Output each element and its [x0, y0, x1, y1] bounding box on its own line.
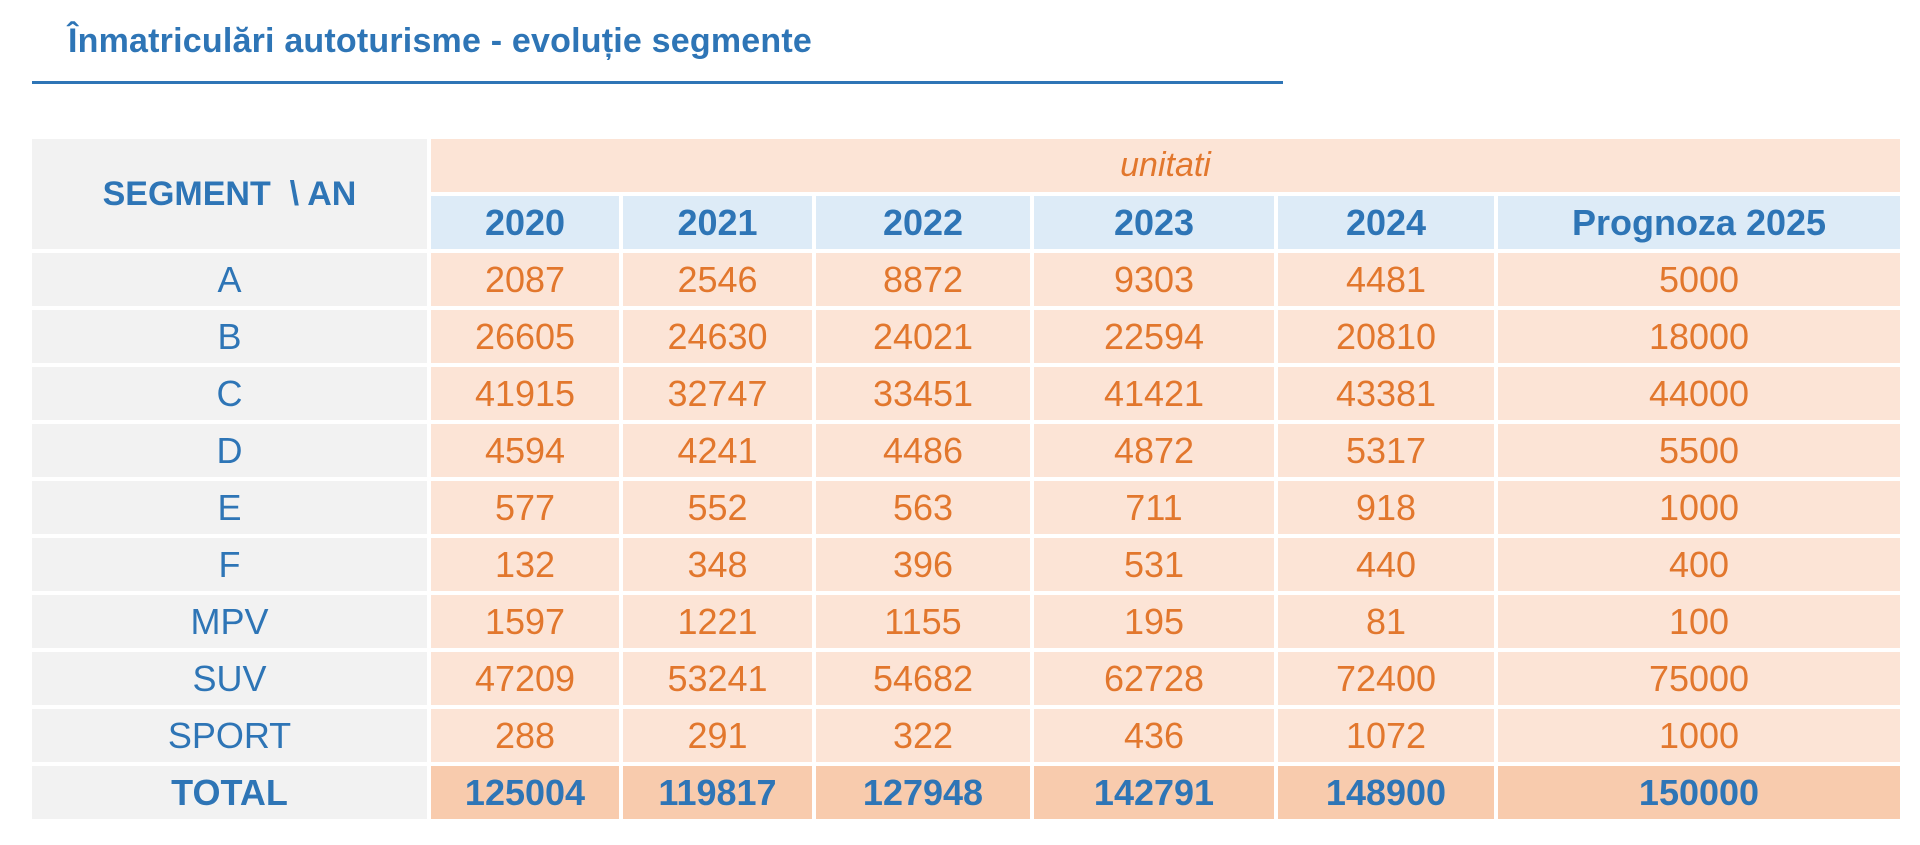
table-cell: 53241	[623, 652, 812, 705]
table-row: F 132 348 396 531 440 400	[32, 538, 1900, 591]
table-cell: 22594	[1034, 310, 1274, 363]
table-cell: 72400	[1278, 652, 1494, 705]
table-row: A 2087 2546 8872 9303 4481 5000	[32, 253, 1900, 306]
table-cell: 2087	[431, 253, 619, 306]
table-cell: 100	[1498, 595, 1900, 648]
table-row: B 26605 24630 24021 22594 20810 18000	[32, 310, 1900, 363]
table-cell: 291	[623, 709, 812, 762]
table-cell: 918	[1278, 481, 1494, 534]
table-cell: 33451	[816, 367, 1030, 420]
unit-header: unitati	[431, 139, 1900, 192]
table-cell: 41421	[1034, 367, 1274, 420]
table-cell: 41915	[431, 367, 619, 420]
table-row: MPV 1597 1221 1155 195 81 100	[32, 595, 1900, 648]
column-header-forecast-2025: Prognoza 2025	[1498, 196, 1900, 249]
table-row: D 4594 4241 4486 4872 5317 5500	[32, 424, 1900, 477]
row-label: D	[32, 424, 427, 477]
table-cell: 43381	[1278, 367, 1494, 420]
table-cell: 4594	[431, 424, 619, 477]
row-label: F	[32, 538, 427, 591]
table-cell: 26605	[431, 310, 619, 363]
column-header-2021: 2021	[623, 196, 812, 249]
table-cell: 9303	[1034, 253, 1274, 306]
table-cell: 24021	[816, 310, 1030, 363]
table-cell: 711	[1034, 481, 1274, 534]
table-cell: 322	[816, 709, 1030, 762]
table-row: SUV 47209 53241 54682 62728 72400 75000	[32, 652, 1900, 705]
table-cell: 5317	[1278, 424, 1494, 477]
row-label: E	[32, 481, 427, 534]
table-row: SPORT 288 291 322 436 1072 1000	[32, 709, 1900, 762]
column-header-2020: 2020	[431, 196, 619, 249]
row-label: B	[32, 310, 427, 363]
total-cell: 127948	[816, 766, 1030, 819]
table-cell: 4872	[1034, 424, 1274, 477]
table-cell: 396	[816, 538, 1030, 591]
table-cell: 436	[1034, 709, 1274, 762]
column-header-2024: 2024	[1278, 196, 1494, 249]
table-cell: 195	[1034, 595, 1274, 648]
total-cell: 119817	[623, 766, 812, 819]
title-underline	[32, 81, 1283, 84]
table-cell: 1155	[816, 595, 1030, 648]
table-cell: 1000	[1498, 481, 1900, 534]
total-cell: 150000	[1498, 766, 1900, 819]
table-header-row-unit: SEGMENT \ AN unitati	[32, 139, 1900, 249]
table-cell: 563	[816, 481, 1030, 534]
table-cell: 18000	[1498, 310, 1900, 363]
table-cell: 75000	[1498, 652, 1900, 705]
row-label: SPORT	[32, 709, 427, 762]
column-header-2023: 2023	[1034, 196, 1274, 249]
row-label: SUV	[32, 652, 427, 705]
table-cell: 531	[1034, 538, 1274, 591]
table-cell: 4241	[623, 424, 812, 477]
table-cell: 348	[623, 538, 812, 591]
table-cell: 44000	[1498, 367, 1900, 420]
table-cell: 4486	[816, 424, 1030, 477]
segments-table: SEGMENT \ AN unitati 2020 2021 2022 2023…	[28, 135, 1904, 823]
table-cell: 1072	[1278, 709, 1494, 762]
table-header-row-years: 2020 2021 2022 2023 2024 Prognoza 2025	[32, 196, 1900, 249]
table-cell: 577	[431, 481, 619, 534]
total-cell: 142791	[1034, 766, 1274, 819]
table-cell: 132	[431, 538, 619, 591]
total-row: TOTAL 125004 119817 127948 142791 148900…	[32, 766, 1900, 819]
row-label: A	[32, 253, 427, 306]
table-cell: 4481	[1278, 253, 1494, 306]
table-cell: 8872	[816, 253, 1030, 306]
table-cell: 288	[431, 709, 619, 762]
table-cell: 552	[623, 481, 812, 534]
table-row: E 577 552 563 711 918 1000	[32, 481, 1900, 534]
table-cell: 1221	[623, 595, 812, 648]
table-row: C 41915 32747 33451 41421 43381 44000	[32, 367, 1900, 420]
total-label: TOTAL	[32, 766, 427, 819]
table-cell: 1000	[1498, 709, 1900, 762]
table-cell: 1597	[431, 595, 619, 648]
page-title: Înmatriculări autoturisme - evoluție seg…	[68, 22, 812, 60]
row-label: MPV	[32, 595, 427, 648]
total-cell: 125004	[431, 766, 619, 819]
table-cell: 81	[1278, 595, 1494, 648]
table-cell: 5500	[1498, 424, 1900, 477]
table-cell: 54682	[816, 652, 1030, 705]
table-cell: 400	[1498, 538, 1900, 591]
table-cell: 24630	[623, 310, 812, 363]
table-cell: 440	[1278, 538, 1494, 591]
row-label: C	[32, 367, 427, 420]
total-cell: 148900	[1278, 766, 1494, 819]
corner-header: SEGMENT \ AN	[32, 139, 427, 249]
table-cell: 47209	[431, 652, 619, 705]
column-header-2022: 2022	[816, 196, 1030, 249]
table-cell: 5000	[1498, 253, 1900, 306]
table-cell: 62728	[1034, 652, 1274, 705]
table-cell: 20810	[1278, 310, 1494, 363]
table-cell: 32747	[623, 367, 812, 420]
table-cell: 2546	[623, 253, 812, 306]
